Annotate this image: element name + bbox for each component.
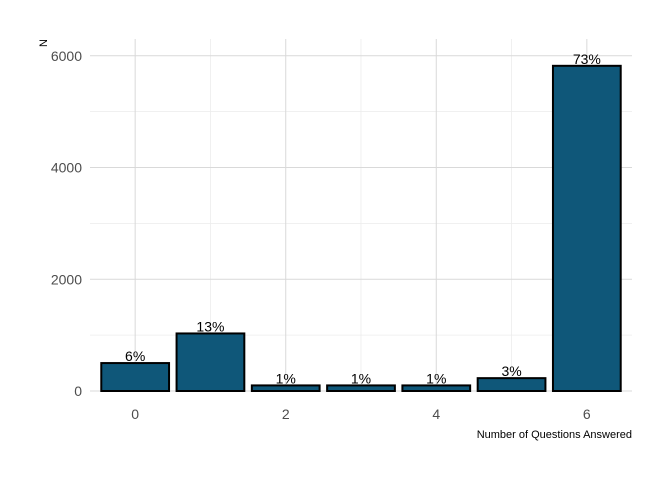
bar — [476, 377, 547, 392]
bar-data-label: 1% — [426, 370, 446, 386]
y-tick-label: 2000 — [51, 271, 82, 287]
x-tick-label: 4 — [432, 406, 440, 422]
x-tick-label: 6 — [583, 406, 591, 422]
y-tick-label: 6000 — [51, 48, 82, 64]
bars-layer — [100, 64, 622, 393]
x-axis-title: Number of Questions Answered — [477, 429, 632, 441]
y-tick-label: 4000 — [51, 160, 82, 176]
data-labels-layer: 6% 13% 1% 1% 1% 3% 73% — [125, 51, 601, 387]
bar-data-label: 1% — [276, 370, 296, 386]
bar-data-label: 6% — [125, 348, 145, 364]
x-tick-label: 2 — [282, 406, 290, 422]
bar — [326, 384, 396, 392]
bar — [551, 64, 622, 392]
bar — [175, 332, 246, 393]
bar-data-label: 1% — [351, 370, 371, 386]
bar-data-label: 73% — [573, 51, 601, 67]
bar-data-label: 13% — [196, 318, 224, 334]
grid-layer — [90, 39, 632, 392]
bar — [401, 384, 472, 392]
bar — [100, 362, 171, 393]
bar — [250, 384, 321, 392]
tick-labels-layer: 0 2000 4000 6000 0 2 4 6 — [51, 48, 591, 422]
x-tick-label: 0 — [131, 406, 139, 422]
bar-data-label: 3% — [501, 363, 521, 379]
y-axis-title: N — [38, 39, 50, 47]
y-tick-label: 0 — [74, 383, 82, 399]
